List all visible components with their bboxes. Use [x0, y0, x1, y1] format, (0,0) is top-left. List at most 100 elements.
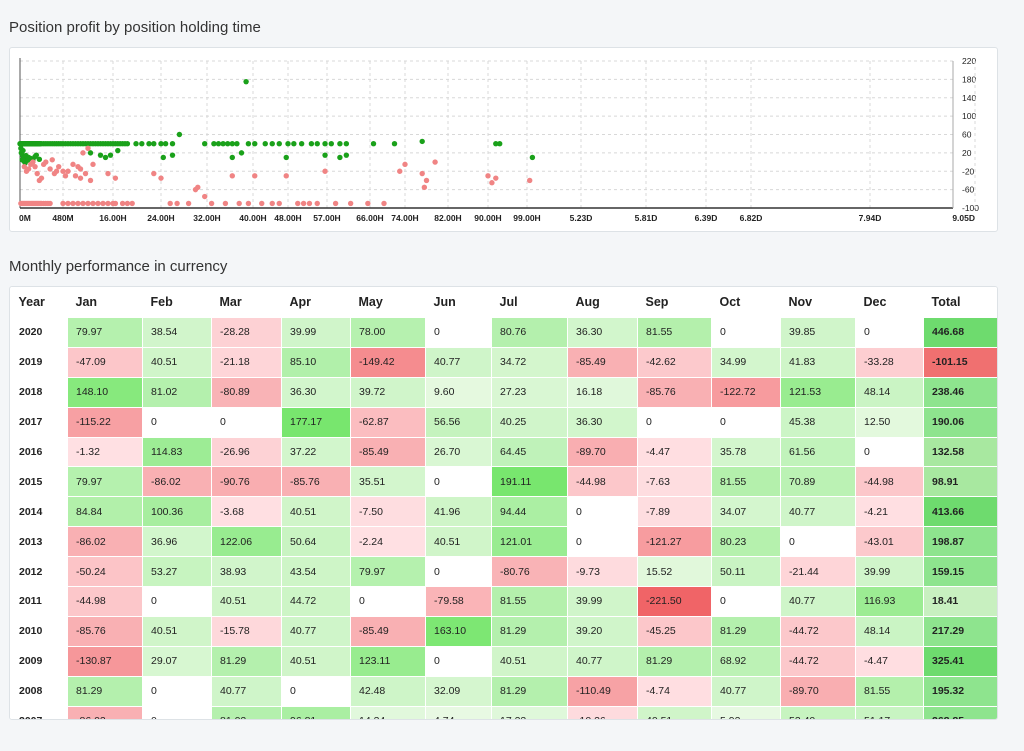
loss-point: [65, 200, 71, 207]
profit-point: [33, 152, 40, 158]
month-cell: 94.44: [491, 496, 568, 528]
year-cell: 2013: [10, 526, 68, 558]
month-cell: 79.97: [67, 466, 143, 498]
profit-point: [102, 154, 109, 161]
profit-point: [314, 140, 320, 147]
year-cell: 2009: [10, 645, 68, 677]
month-cell: 40.51: [142, 346, 212, 378]
month-cell: 0: [567, 496, 638, 528]
loss-point: [245, 200, 252, 207]
y-tick-label: 60: [962, 130, 972, 140]
month-cell: 27.23: [491, 376, 568, 408]
profit-point: [160, 154, 166, 161]
y-tick-label: 100: [962, 111, 976, 121]
month-cell: -15.78: [211, 615, 282, 647]
month-cell: 81.29: [211, 645, 282, 677]
month-cell: 40.77: [425, 346, 492, 378]
month-cell: 81.55: [637, 317, 712, 348]
loss-point: [105, 200, 111, 207]
loss-point: [75, 200, 81, 207]
month-cell: 40.77: [567, 645, 638, 677]
month-cell: -130.87: [67, 645, 143, 677]
profit-point: [202, 140, 208, 147]
total-cell: 238.46: [923, 376, 997, 408]
profit-point: [343, 140, 350, 147]
profit-point: [283, 154, 289, 161]
y-tick-label: 20: [962, 148, 972, 158]
month-cell: 84.84: [67, 496, 143, 528]
month-cell: 38.54: [142, 317, 212, 348]
month-cell: -121.27: [637, 526, 712, 558]
month-cell: 163.10: [425, 615, 492, 647]
loss-point: [202, 193, 208, 200]
loss-point: [56, 163, 62, 170]
month-cell: 79.97: [67, 317, 143, 348]
loss-point: [53, 168, 60, 174]
month-cell: -28.28: [211, 317, 282, 348]
profit-point: [238, 150, 245, 156]
month-cell: -4.74: [637, 675, 712, 707]
month-cell: 0: [350, 586, 426, 617]
loss-point: [21, 163, 27, 170]
month-cell: 34.07: [711, 496, 781, 528]
year-cell: 2016: [10, 436, 68, 468]
monthly-performance-card: Year Jan Feb Mar Apr May Jun Jul Aug Sep Oct Nov Dec…: [9, 286, 998, 720]
month-cell: 0: [425, 317, 492, 348]
month-cell: 121.01: [491, 526, 568, 558]
year-cell: 2018: [10, 376, 68, 408]
loss-point: [174, 200, 180, 207]
column-header-year: Year: [10, 287, 68, 318]
month-cell: 81.55: [491, 586, 568, 617]
month-cell: 78.00: [350, 317, 426, 348]
column-header-total: Total: [923, 287, 997, 318]
month-cell: -2.24: [350, 526, 426, 558]
loss-point: [43, 159, 49, 165]
month-cell: 0: [711, 586, 781, 617]
profit-point: [211, 140, 217, 147]
month-cell: -1.32: [67, 436, 143, 468]
month-cell: -7.63: [637, 466, 712, 498]
month-cell: 81.02: [211, 705, 282, 719]
month-cell: 0: [711, 406, 781, 438]
loss-point: [185, 200, 192, 207]
profit-point: [337, 154, 343, 161]
loss-point: [95, 200, 101, 207]
table-row: 2007-86.02081.0296.8114.344.7417.23-10.2…: [10, 705, 997, 719]
profit-point: [529, 154, 536, 161]
month-cell: 56.56: [425, 406, 492, 438]
month-cell: -110.49: [567, 675, 638, 707]
year-cell: 2010: [10, 615, 68, 647]
profit-point: [276, 140, 282, 147]
scatter-chart: 220 180 140 100 60 20 -20 -60 -100 0M 480M 16.00H 24…: [17, 56, 979, 223]
month-cell: 48.14: [855, 376, 924, 408]
month-cell: 0: [142, 586, 212, 617]
month-cell: -7.50: [350, 496, 426, 528]
total-cell: 195.32: [923, 675, 997, 707]
total-cell: 198.87: [923, 526, 997, 558]
month-cell: 39.85: [780, 317, 856, 348]
month-cell: -62.87: [350, 406, 426, 438]
loss-point: [322, 168, 328, 174]
loss-point: [432, 159, 438, 165]
loss-point: [332, 200, 339, 207]
month-cell: 35.78: [711, 436, 781, 468]
loss-point: [276, 200, 282, 207]
month-cell: 26.70: [425, 436, 492, 468]
loss-point: [72, 173, 79, 179]
year-cell: 2008: [10, 675, 68, 707]
column-header-jul: Jul: [491, 287, 568, 318]
month-cell: 80.23: [711, 526, 781, 558]
month-cell: -3.68: [211, 496, 282, 528]
month-cell: 37.22: [281, 436, 351, 468]
month-cell: 114.83: [142, 436, 212, 468]
table-header-row: Year Jan Feb Mar Apr May Jun Jul Aug Sep Oct Nov Dec…: [10, 287, 997, 318]
profit-point: [115, 147, 121, 154]
month-cell: 50.64: [281, 526, 351, 558]
month-cell: -80.89: [211, 376, 282, 408]
month-cell: -7.89: [637, 496, 712, 528]
month-cell: -85.49: [350, 436, 426, 468]
month-cell: 40.77: [711, 675, 781, 707]
month-cell: -89.70: [780, 675, 856, 707]
year-cell: 2014: [10, 496, 68, 528]
month-cell: -44.98: [567, 466, 638, 498]
